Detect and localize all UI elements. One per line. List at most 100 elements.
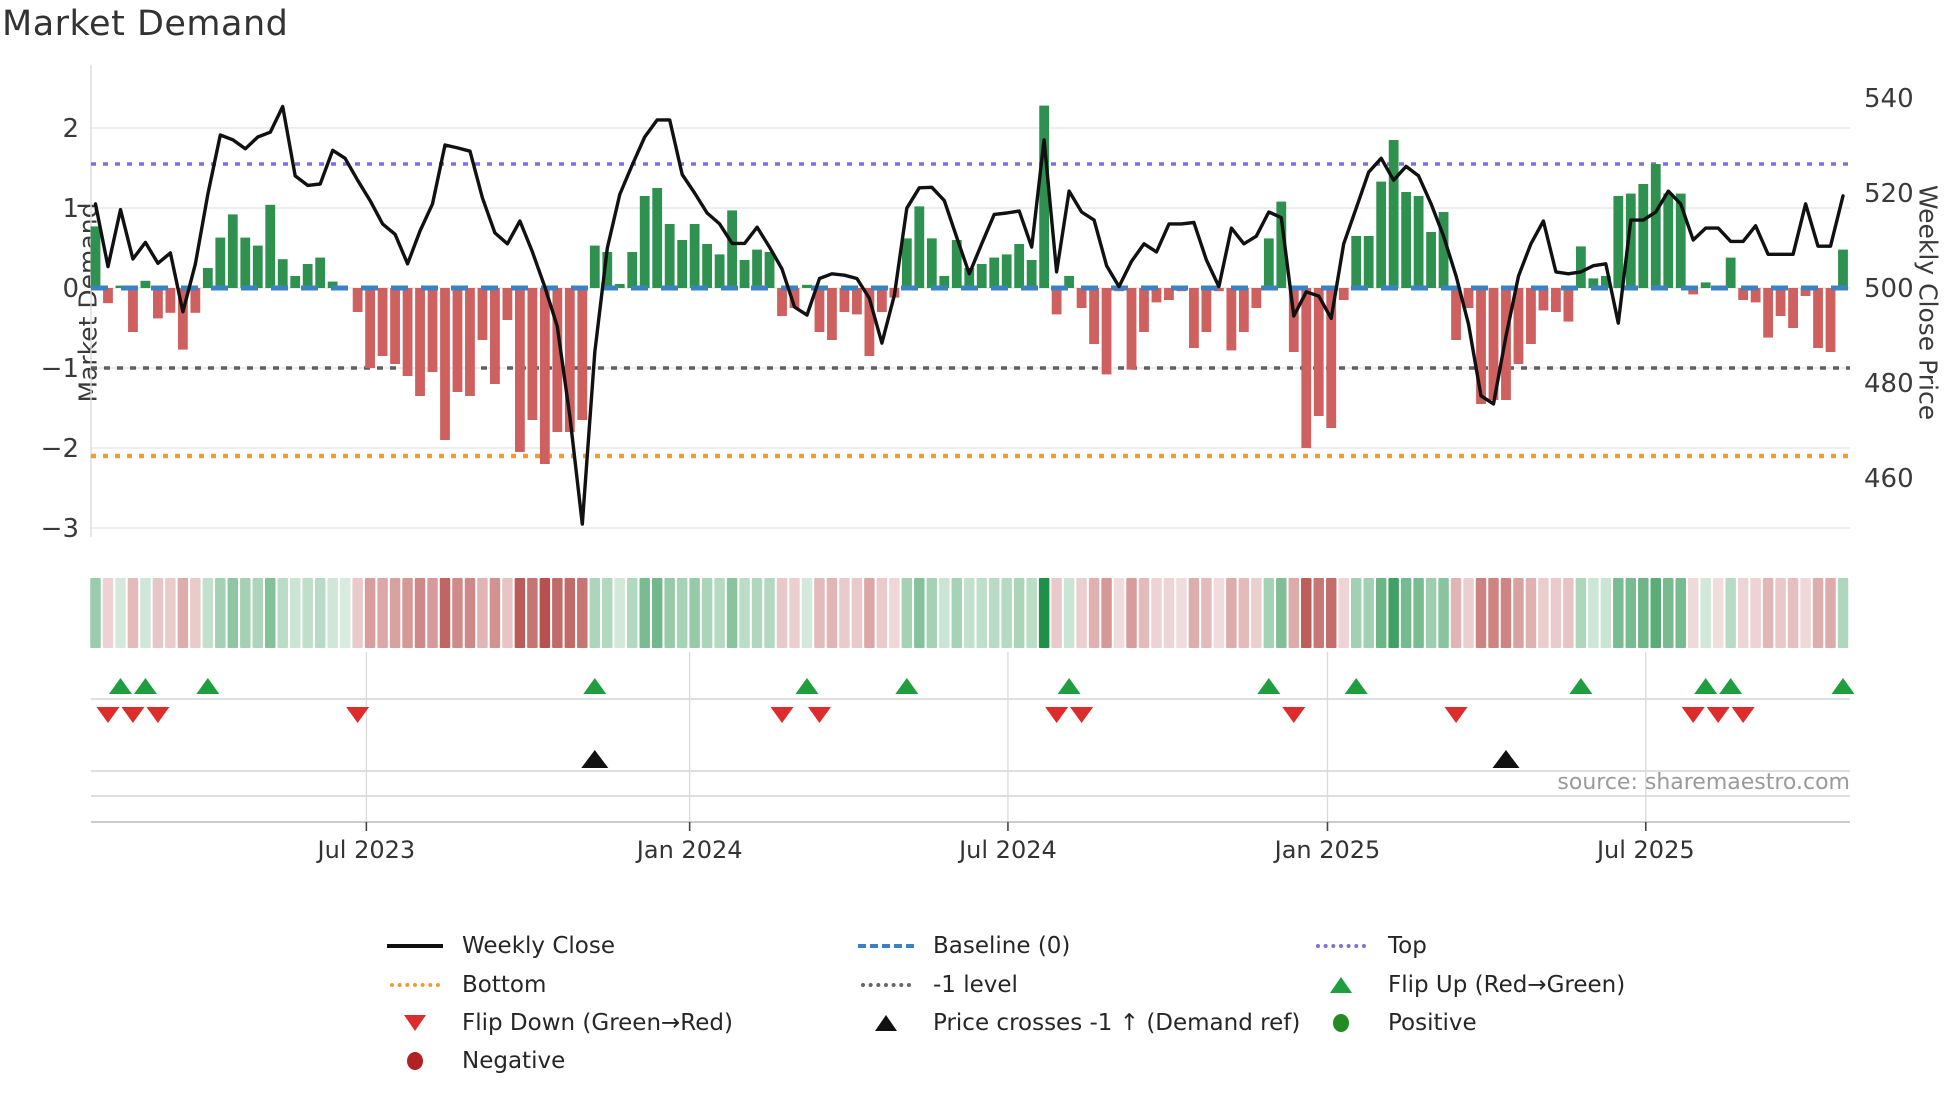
demand-bar: [315, 257, 326, 288]
heatmap-cell: [714, 578, 725, 648]
heatmap-cell: [639, 578, 650, 648]
heatmap-cell: [1563, 578, 1574, 648]
heatmap-cell: [1600, 578, 1612, 648]
demand-bar: [614, 284, 625, 288]
flip-up-marker: [133, 678, 157, 694]
heatmap-cell: [1400, 578, 1412, 648]
heatmap-cell: [1613, 578, 1624, 648]
flip-down-marker: [1444, 707, 1468, 723]
demand-bar: [627, 252, 638, 288]
demand-bar: [652, 188, 663, 288]
heatmap-cell: [277, 578, 288, 648]
heatmap-cell: [1113, 578, 1125, 648]
demand-bar: [1513, 288, 1524, 364]
demand-bar: [165, 288, 176, 313]
flip-down-marker: [1681, 707, 1705, 723]
demand-bar: [852, 288, 862, 315]
demand-bar: [1039, 105, 1050, 288]
heatmap-cell: [889, 578, 900, 648]
legend-item-flip-down: Flip Down (Green→Red): [386, 1007, 733, 1039]
heatmap-cell: [1201, 578, 1212, 648]
demand-bar: [1251, 288, 1262, 308]
flip-up-marker: [1831, 678, 1855, 694]
demand-bar: [140, 280, 151, 288]
page-title: Market Demand: [2, 4, 289, 44]
heatmap-cell: [1812, 578, 1824, 648]
heatmap-cell: [377, 578, 388, 648]
flip-up-marker: [1569, 678, 1593, 694]
heatmap-cell: [452, 578, 463, 648]
heatmap-cell: [851, 578, 863, 648]
demand-bar: [465, 288, 475, 396]
heatmap-cell: [701, 578, 713, 648]
heatmap-cell: [1026, 578, 1037, 648]
demand-bar: [277, 259, 288, 288]
demand-bar: [190, 288, 201, 313]
heatmap-cell: [914, 578, 925, 648]
flip-down-marker: [1706, 707, 1730, 723]
price-cross-marker: [1492, 750, 1520, 768]
heatmap-cell: [876, 578, 888, 648]
demand-bar: [552, 288, 563, 432]
weekly-close-line-icon: [387, 944, 443, 948]
heatmap-cell: [901, 578, 913, 648]
heatmap-cell: [1213, 578, 1225, 648]
heatmap-cell: [1775, 578, 1786, 648]
demand-bar: [1575, 246, 1586, 288]
demand-bar: [1213, 288, 1224, 292]
heatmap-cell: [1325, 578, 1337, 648]
heatmap-cell: [240, 578, 251, 648]
legend-label: Weekly Close: [462, 933, 615, 959]
heatmap-cell: [102, 578, 114, 648]
demand-bar: [1675, 193, 1686, 288]
flip-down-marker: [1070, 707, 1094, 723]
demand-bar: [1638, 184, 1649, 288]
demand-bar: [1813, 288, 1823, 348]
heatmap-cell: [1013, 578, 1025, 648]
flip-down-marker: [1045, 707, 1069, 723]
demand-bar: [1526, 288, 1536, 344]
flip-up-marker: [196, 678, 220, 694]
top-dotted-line-icon: [1316, 944, 1366, 948]
right-tick-label: 540: [1864, 84, 1914, 114]
heatmap-cell: [1276, 578, 1287, 648]
left-tick-label: −2: [41, 434, 79, 464]
heatmap-cell: [464, 578, 476, 648]
demand-bar: [1725, 257, 1736, 288]
flip-up-marker: [1057, 678, 1081, 694]
demand-bar: [1438, 212, 1449, 288]
x-tick-label: Jul 2025: [1595, 836, 1695, 864]
legend-item-top: Top: [1312, 930, 1427, 962]
heatmap-cell: [1176, 578, 1187, 648]
demand-bar: [1001, 254, 1012, 288]
demand-bar: [1326, 288, 1337, 428]
heatmap-cell: [1088, 578, 1100, 648]
demand-bar: [1238, 288, 1249, 332]
left-tick-label: 1: [62, 194, 79, 224]
heatmap-cell: [289, 578, 301, 648]
right-tick-label: 520: [1864, 179, 1914, 209]
heatmap-cell: [664, 578, 675, 648]
demand-bar: [964, 268, 975, 288]
demand-bar: [714, 254, 725, 288]
demand-bar: [1825, 288, 1836, 352]
right-tick-label: 500: [1864, 274, 1914, 304]
heatmap-cell: [789, 578, 800, 648]
heatmap-cell: [1363, 578, 1374, 648]
heatmap-cell: [801, 578, 813, 648]
flip-down-marker: [146, 707, 170, 723]
heatmap-cell: [1675, 578, 1686, 648]
demand-bar: [639, 196, 650, 288]
demand-bar: [951, 240, 962, 288]
heatmap-cell: [1837, 578, 1849, 648]
demand-bar: [926, 238, 937, 288]
demand-bar: [1401, 192, 1412, 288]
legend-item-price-crosses: Price crosses -1 ↑ (Demand ref): [857, 1007, 1300, 1039]
legend-item-positive: Positive: [1312, 1007, 1477, 1039]
demand-bar: [1750, 288, 1761, 303]
demand-bar: [1650, 164, 1661, 288]
heatmap-cell: [689, 578, 700, 648]
legend-label: Positive: [1388, 1010, 1477, 1036]
demand-bar: [764, 252, 775, 288]
